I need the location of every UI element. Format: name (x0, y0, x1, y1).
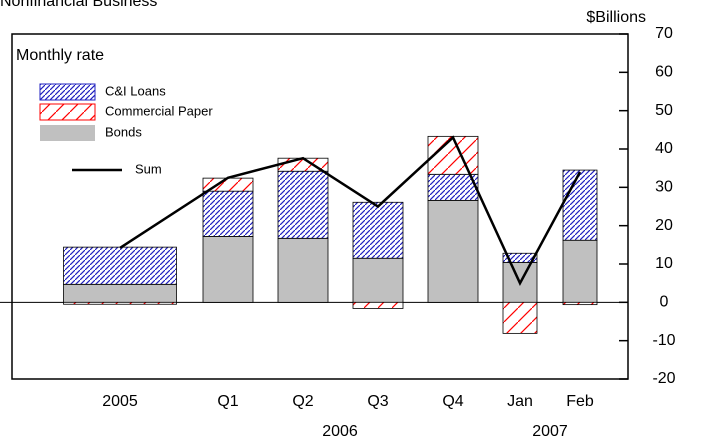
y-tick-label: 30 (655, 179, 673, 196)
x-tick-label: 2005 (102, 393, 138, 410)
legend-label: Sum (135, 161, 162, 176)
legend-label: Bonds (105, 124, 142, 139)
bar-segment (277, 237, 329, 303)
bar-segment (562, 169, 598, 241)
bar-segment (63, 301, 177, 305)
chart-title: Nonfinancial Business (0, 0, 157, 10)
x-tick-label: Q3 (367, 393, 388, 410)
bar-segment (562, 301, 598, 306)
x-tick-label: Q2 (292, 393, 313, 410)
legend-swatch (40, 125, 95, 141)
bar-segment (502, 252, 538, 263)
y-tick-label: 0 (660, 294, 669, 311)
y-tick-label: 20 (655, 217, 673, 234)
bar-segment (562, 239, 598, 303)
bar-segment (427, 135, 479, 175)
bar-segment (63, 283, 177, 303)
x-tick-label: Q1 (217, 393, 238, 410)
x-tick-label: Q4 (442, 393, 463, 410)
bar-segment (352, 257, 404, 303)
bar-segment (427, 199, 479, 303)
bar-segment (352, 301, 404, 309)
bar-segment (202, 190, 254, 237)
plot-frame (11, 33, 629, 380)
legend-label: C&I Loans (105, 83, 166, 98)
bar-segment (502, 301, 538, 334)
y-axis-label: $Billions (586, 9, 646, 26)
y-tick-label: 40 (655, 140, 673, 157)
sum-line (119, 135, 582, 286)
bar-segment (277, 170, 329, 239)
x-tick-label: Feb (566, 393, 594, 410)
y-tick-label: -10 (652, 332, 675, 349)
legend-label: Commercial Paper (105, 103, 213, 118)
y-tick-label: 10 (655, 255, 673, 272)
y-tick-label: -20 (652, 370, 675, 387)
group-label: 2007 (532, 423, 568, 440)
subtitle: Monthly rate (16, 47, 104, 64)
y-tick-label: 70 (655, 25, 673, 42)
y-tick-label: 60 (655, 64, 673, 81)
legend-swatch (39, 103, 96, 121)
bar-segment (63, 246, 177, 285)
y-tick-label: 50 (655, 102, 673, 119)
bar-segment (202, 235, 254, 303)
bar-segment (427, 173, 479, 201)
legend-swatch (39, 83, 96, 101)
group-label: 2006 (322, 423, 358, 440)
bar-segment (352, 201, 404, 259)
x-tick-label: Jan (507, 393, 533, 410)
